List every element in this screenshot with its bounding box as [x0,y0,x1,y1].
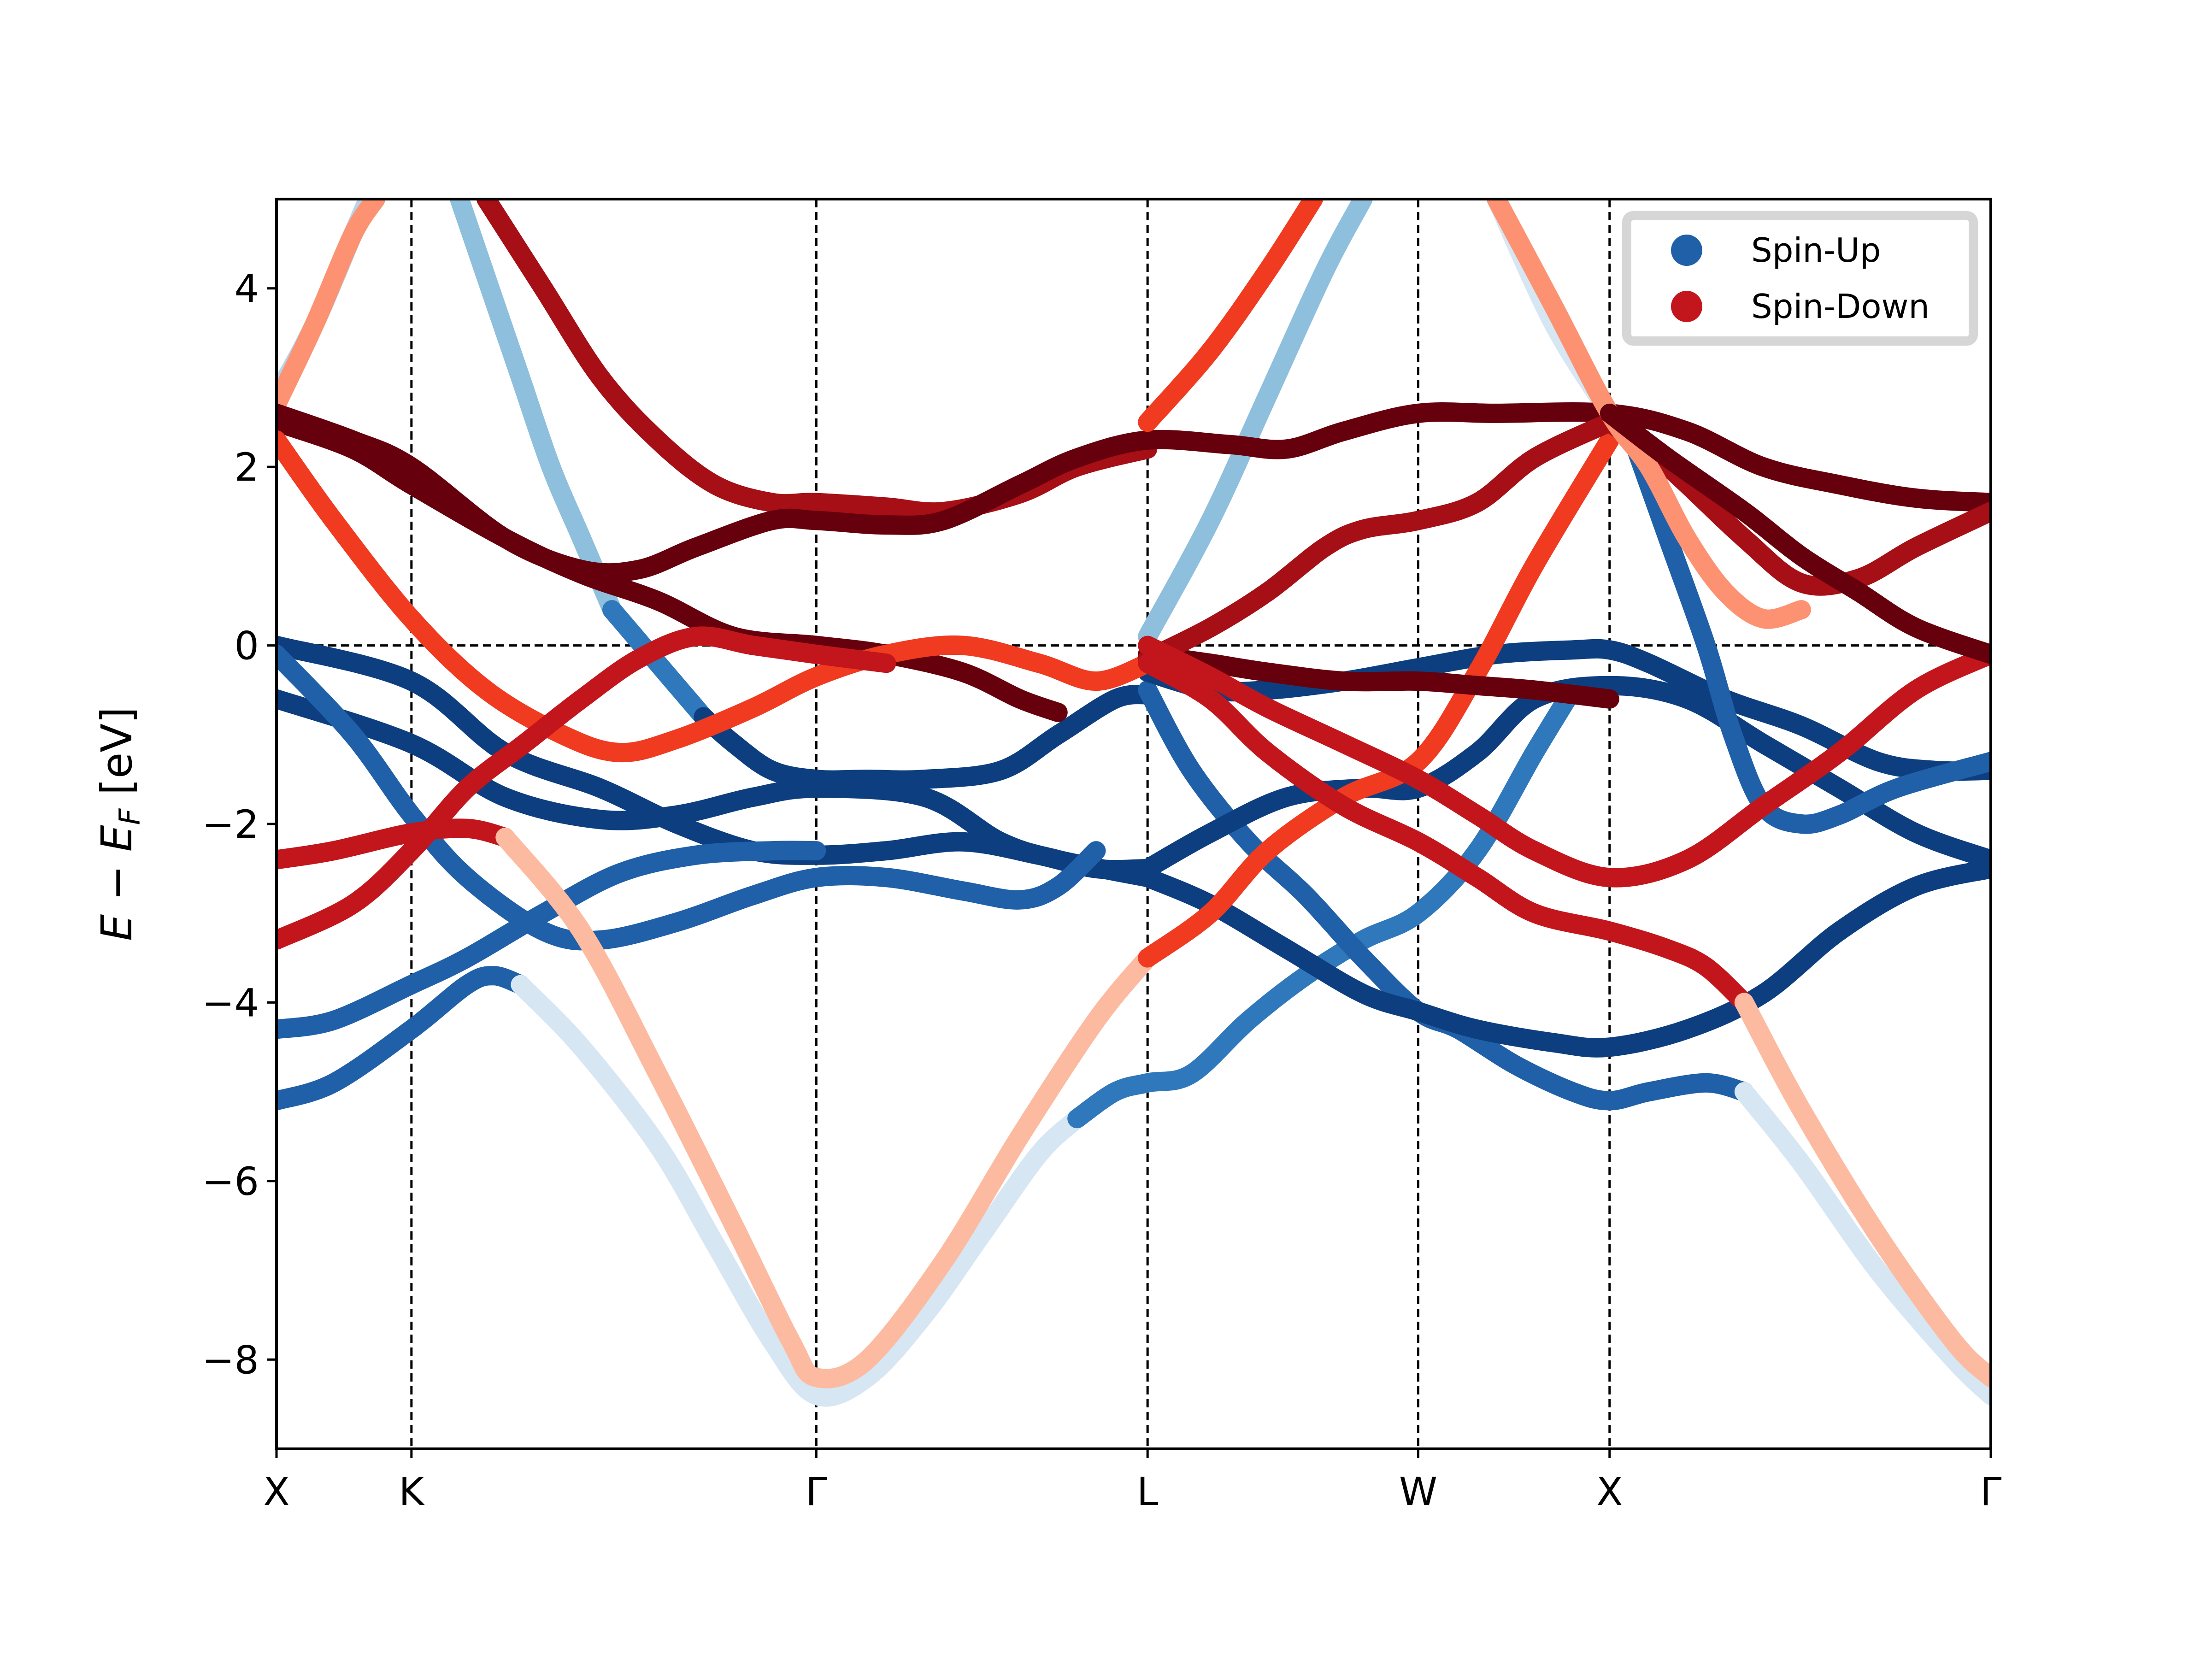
band-spin-down-25 [495,828,1158,1388]
ylabel-unit: [eV] [92,707,141,809]
x-tick-label-6: Γ [1980,1469,2002,1514]
band-spin-down-36 [1600,403,1991,664]
y-tick-label-6: −8 [202,1337,259,1382]
x-tick-label-2: Γ [806,1469,827,1514]
legend-marker-spin-down [1671,291,1702,322]
band-spin-up-15 [1138,639,1991,781]
band-spin-up-7 [276,841,826,1039]
bands [276,199,1991,1407]
legend-label-spin-up: Spin-Up [1751,231,1881,270]
band-spin-down-32 [1734,993,1991,1387]
x-tick-label-5: X [1596,1469,1623,1514]
band-spin-down-19 [276,199,386,414]
band-spin-down-35 [1487,199,1811,629]
band-spin-up-1 [450,199,622,620]
legend: Spin-Up Spin-Down [1622,211,1978,346]
band-spin-down-33 [1138,635,1991,888]
legend-label-spin-down: Spin-Down [1751,287,1930,326]
band-spin-up-17 [1138,199,1373,647]
x-tick-label-1: K [399,1469,425,1514]
x-tick-label-0: X [263,1469,290,1514]
y-tick-label-3: −2 [202,802,259,847]
ylabel-E: E [92,914,141,941]
band-spin-down-31 [1138,653,1754,1012]
band-spin-up-3 [694,685,1158,790]
y-tick-label-4: −4 [202,980,259,1025]
band-spin-up-6 [276,644,1106,951]
band-spin-down-22 [276,412,1068,722]
band-spin-down-23 [276,430,1158,763]
ylabel-subscript: F [113,808,147,825]
band-spin-down-29 [1138,644,1619,709]
band-spin-down-30 [1138,412,1619,669]
band-spin-up-9 [511,975,1087,1407]
x-tick-label-4: W [1399,1469,1437,1514]
y-axis: 4 2 0 −2 −4 −6 −8 [202,266,276,1382]
ylabel-E2: E [92,825,141,852]
y-tick-label-2: 0 [235,624,259,669]
band-spin-up-12 [1734,1082,1991,1405]
ylabel-minus: − [92,852,141,914]
x-tick-label-3: L [1137,1469,1159,1514]
band-spin-up-5 [276,689,1158,888]
band-spin-up-8 [276,966,530,1111]
legend-box [1622,211,1978,346]
band-spin-up-14 [1138,859,1991,1058]
band-spin-up-16 [1620,421,1991,834]
band-spin-down-26 [276,626,896,950]
y-tick-label-5: −6 [202,1159,259,1204]
y-tick-label-1: 2 [235,445,259,490]
band-spin-up-2 [602,600,713,727]
y-axis-label: E − EF [eV] [92,707,147,941]
band-spin-down-28 [1138,199,1323,432]
band-spin-down-24 [276,818,515,870]
legend-marker-spin-up [1671,235,1702,266]
y-tick-label-0: 4 [235,266,259,312]
